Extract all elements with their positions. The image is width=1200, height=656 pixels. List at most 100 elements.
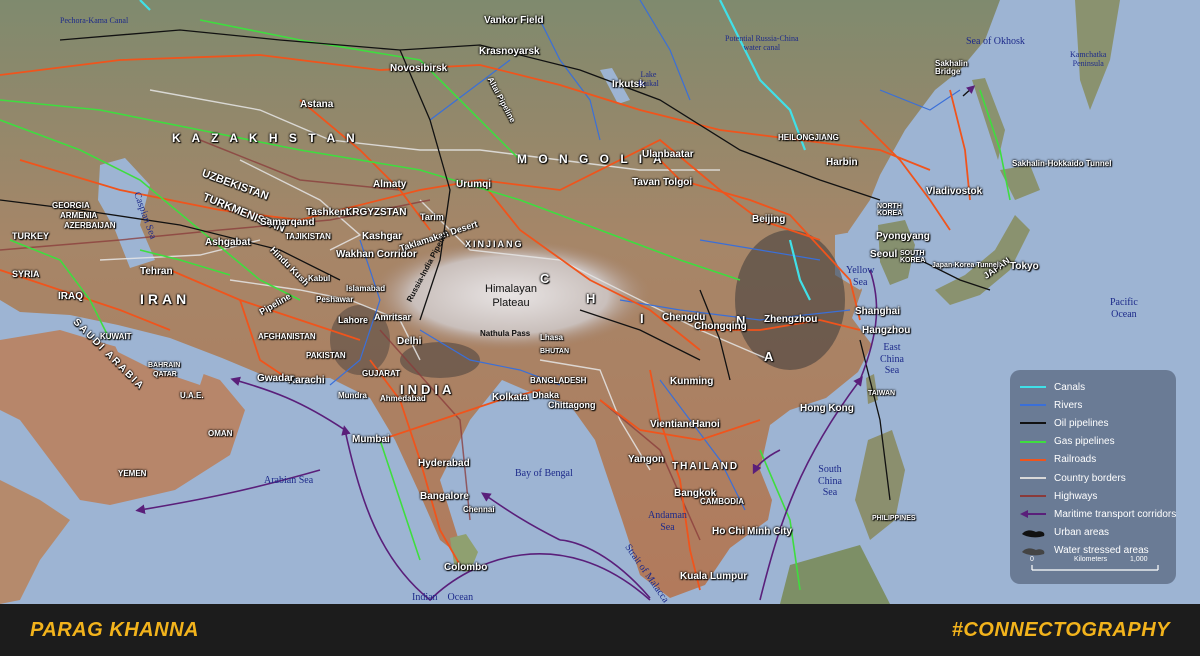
label-north-korea: NORTH KOREA xyxy=(877,203,903,217)
label-uae: U.A.E. xyxy=(180,391,204,400)
sea-arabian: Arabian Sea xyxy=(264,475,314,486)
legend-item-oil-pipelines: Oil pipelines xyxy=(1020,414,1166,432)
sea-indian: Indian Ocean xyxy=(412,592,474,603)
label-cambodia: CAMBODIA xyxy=(700,497,744,506)
city-harbin: Harbin xyxy=(826,157,858,168)
city-mundra: Mundra xyxy=(338,391,367,400)
legend-label: Gas pipelines xyxy=(1054,436,1115,448)
legend-label: Country borders xyxy=(1054,472,1126,484)
feature-lake-baikal: Lake Baikal xyxy=(638,70,659,89)
sea-yellow: Yellow Sea xyxy=(846,265,875,288)
sea-pacific: Pacific Ocean xyxy=(1110,297,1138,320)
city-hong-kong: Hong Kong xyxy=(800,403,854,414)
label-kazakhstan: K A Z A K H S T A N xyxy=(172,131,359,145)
land-korea xyxy=(878,220,915,285)
city-irkutsk: Irkutsk xyxy=(612,79,645,90)
connectography-map[interactable] xyxy=(0,0,1200,604)
city-islamabad: Islamabad xyxy=(346,284,386,293)
legend-symbol xyxy=(1020,546,1046,556)
land-borneo xyxy=(780,545,890,604)
lake-baikal xyxy=(600,68,630,104)
yellow-sea xyxy=(835,228,880,290)
city-amritsar: Amritsar xyxy=(374,312,412,322)
legend-label: Maritime transport corridors xyxy=(1054,508,1177,520)
label-china-h: H xyxy=(586,291,600,306)
label-syria: SYRIA xyxy=(12,269,40,279)
city-vladivostok: Vladivostok xyxy=(926,186,983,197)
legend-symbol xyxy=(1020,473,1046,483)
feature-himalayan-plateau: Himalayan Plateau xyxy=(485,283,537,310)
gas-pipelines xyxy=(0,19,1011,591)
city-bangkok: Bangkok xyxy=(674,488,717,499)
feature-tarim: Tarim xyxy=(420,212,444,222)
label-tajikistan: TAJIKISTAN xyxy=(285,232,331,241)
feature-pechora-canal: Pechora-Kama Canal xyxy=(60,16,129,25)
city-novosibirsk: Novosibirsk xyxy=(390,63,448,74)
legend-symbol xyxy=(1020,528,1046,538)
legend-label: Oil pipelines xyxy=(1054,417,1109,429)
legend-label: Rivers xyxy=(1054,399,1083,411)
legend-item-highways: Highways xyxy=(1020,487,1166,505)
city-lhasa: Lhasa xyxy=(540,333,564,342)
city-pyongyang: Pyongyang xyxy=(876,231,930,242)
sea-south-china: South China Sea xyxy=(818,464,842,498)
city-hyderabad: Hyderabad xyxy=(418,458,470,469)
label-china-c: C xyxy=(540,271,554,286)
footer-bar: PARAG KHANNA #CONNECTOGRAPHY xyxy=(0,604,1200,656)
city-hanoi: Hanoi xyxy=(692,419,720,430)
map-legend: Canals Rivers Oil pipelines Gas pipelines Ra… xyxy=(1010,370,1176,584)
feature-sakhalin-tunnel: Sakhalin-Hokkaido Tunnel xyxy=(1012,159,1112,168)
city-astana: Astana xyxy=(300,99,334,110)
city-colombo: Colombo xyxy=(444,562,488,573)
railroads xyxy=(0,54,971,591)
city-tavan-tolgoi: Tavan Tolgoi xyxy=(632,177,693,188)
legend-symbol xyxy=(1020,418,1046,428)
label-georgia: GEORGIA xyxy=(52,201,90,210)
city-krasnoyarsk: Krasnoyarsk xyxy=(479,46,540,57)
city-chittagong: Chittagong xyxy=(548,400,596,410)
city-delhi: Delhi xyxy=(397,336,422,347)
city-zhengzhou: Zhengzhou xyxy=(764,314,818,325)
legend-symbol xyxy=(1020,400,1046,410)
city-ahmedabad: Ahmedabad xyxy=(380,394,426,403)
city-tokyo: Tokyo xyxy=(1010,261,1039,272)
legend-label: Canals xyxy=(1054,381,1086,393)
city-chengdu: Chengdu xyxy=(662,312,706,323)
city-vientiane: Vientiane xyxy=(650,419,695,430)
label-qatar: QATAR xyxy=(153,371,177,378)
label-philippines: PHILIPPINES xyxy=(872,515,916,522)
city-seoul: Seoul xyxy=(870,249,898,260)
sea-andaman: Andaman Sea xyxy=(648,510,687,533)
city-ashgabat: Ashgabat xyxy=(205,237,251,248)
label-krgyzstan: KRGYZSTAN xyxy=(345,207,407,218)
legend-label: Urban areas xyxy=(1054,527,1110,539)
city-kashgar: Kashgar xyxy=(362,231,403,242)
feature-kamchatka: Kamchatka Peninsula xyxy=(1070,50,1107,69)
label-gujarat: GUJARAT xyxy=(362,369,401,378)
label-bahrain: BAHRAIN xyxy=(148,362,181,369)
legend-item-railroads: Railroads xyxy=(1020,451,1166,469)
legend-symbol xyxy=(1020,455,1046,465)
feature-japan-korea-tunnel: Japan-Korea Tunnel xyxy=(932,262,999,269)
city-nathula: Nathula Pass xyxy=(480,329,531,338)
label-iraq: IRAQ xyxy=(58,291,83,302)
legend-symbol xyxy=(1020,382,1046,392)
sakhalin-bridge-arrow xyxy=(962,85,976,97)
canals xyxy=(139,0,811,301)
label-pakistan: PAKISTAN xyxy=(306,351,346,360)
city-tashkent: Tashkent xyxy=(306,207,350,218)
sea-east-china: East China Sea xyxy=(880,342,904,376)
scale-unit: Kilometers xyxy=(1074,556,1108,563)
legend-symbol xyxy=(1020,509,1046,519)
label-bhutan: BHUTAN xyxy=(540,348,570,355)
label-mongolia: M O N G O L I A xyxy=(517,152,666,166)
city-tehran: Tehran xyxy=(140,266,173,277)
legend-item-water-stressed-areas: Water stressed areas xyxy=(1020,542,1166,560)
label-kuwait: KUWAIT xyxy=(100,332,132,341)
country-borders xyxy=(99,89,771,471)
land-africa xyxy=(0,480,70,604)
city-dhaka: Dhaka xyxy=(532,390,560,400)
label-xinjiang: XINJIANG xyxy=(465,239,524,249)
city-almaty: Almaty xyxy=(373,179,407,190)
